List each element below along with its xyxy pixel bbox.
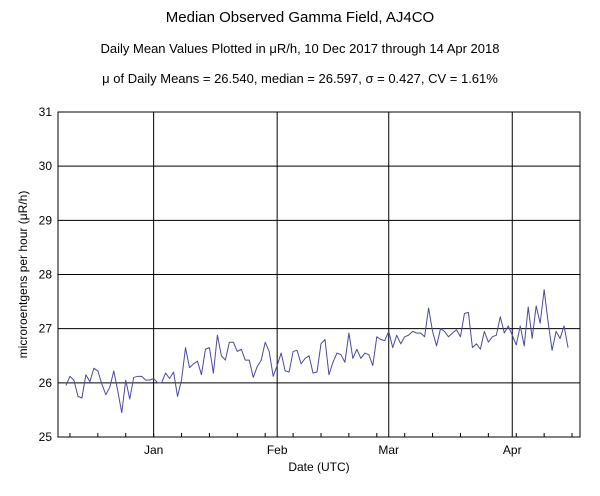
y-axis: 25 26 27 28 29 30 31 <box>39 105 53 444</box>
chart-statistics: μ of Daily Means = 26.540, median = 26.5… <box>102 71 498 86</box>
x-tick-label: Mar <box>378 443 399 457</box>
chart-title: Median Observed Gamma Field, AJ4CO <box>165 9 435 26</box>
y-axis-label: microroentgens per hour (μR/h) <box>16 191 30 359</box>
y-tick-label: 31 <box>39 105 53 119</box>
y-tick-label: 27 <box>39 322 53 336</box>
y-tick-label: 29 <box>39 213 53 227</box>
x-tick-label: Apr <box>503 443 522 457</box>
x-tick-label: Feb <box>267 443 288 457</box>
data-series <box>65 289 569 414</box>
x-axis: Jan Feb Mar Apr <box>69 433 573 457</box>
chart-subtitle: Daily Mean Values Plotted in μR/h, 10 De… <box>100 41 500 56</box>
y-tick-label: 28 <box>39 268 53 282</box>
plot-frame <box>57 111 581 438</box>
y-tick-label: 25 <box>39 430 53 444</box>
x-axis-label: Date (UTC) <box>288 460 349 474</box>
x-tick-label: Jan <box>144 443 163 457</box>
series-line <box>65 289 569 414</box>
y-tick-label: 30 <box>39 159 53 173</box>
y-tick-label: 26 <box>39 376 53 390</box>
grid-lines <box>58 112 580 437</box>
